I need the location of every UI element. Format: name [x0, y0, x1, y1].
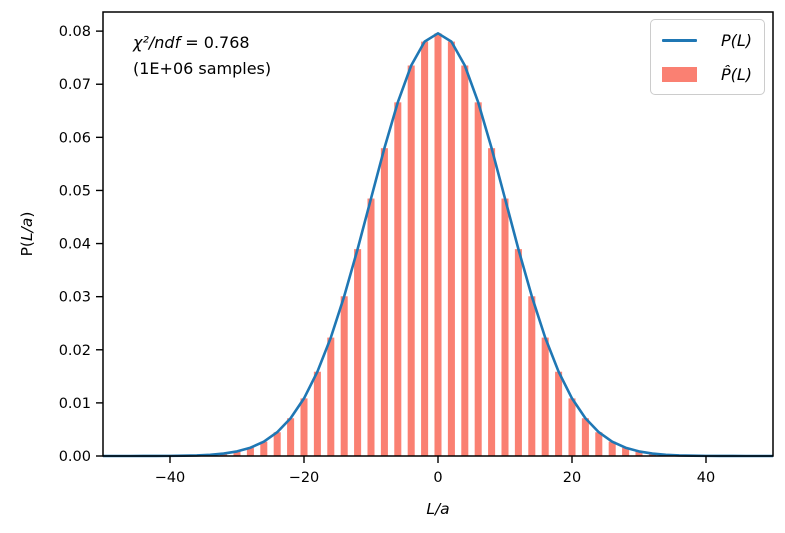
chi-square-expression: χ²/ndf — [133, 33, 181, 52]
histogram-bar — [595, 432, 603, 456]
histogram-bar — [260, 441, 268, 456]
y-axis-label-prefix: P( — [18, 241, 36, 257]
legend-label-phat: P̂(L) — [720, 64, 752, 84]
histogram-bar — [474, 102, 482, 456]
histogram-bar — [488, 148, 496, 456]
y-axis-label: P(L/a) — [18, 174, 36, 294]
histogram-bar — [622, 447, 630, 456]
y-axis-label-math: L/a — [18, 217, 36, 242]
legend-patch-swatch — [662, 66, 697, 82]
histogram-bar — [555, 371, 563, 456]
histogram-bar — [514, 249, 522, 456]
histogram-bar — [327, 337, 335, 456]
legend-line-swatch — [662, 38, 697, 42]
histogram-bar — [246, 447, 254, 456]
histogram-bar — [608, 441, 616, 456]
y-tick-label: 0.07 — [59, 77, 91, 93]
histogram-bar — [300, 398, 308, 456]
histogram-bar — [340, 296, 348, 456]
histogram-bar — [354, 249, 362, 456]
probability-line — [103, 31, 773, 458]
histogram-bar — [581, 418, 589, 456]
y-tick-label: 0.01 — [59, 396, 91, 412]
x-tick-label: 40 — [697, 470, 715, 486]
histogram-bar — [447, 41, 455, 456]
histogram-bar — [541, 337, 549, 456]
y-axis-label-suffix: ) — [18, 211, 36, 218]
histogram-bar — [528, 296, 536, 456]
y-tick-label: 0.05 — [59, 183, 91, 199]
y-tick-label: 0.02 — [59, 343, 91, 359]
histogram-bar — [273, 432, 281, 456]
histogram-bar — [461, 65, 469, 457]
y-tick-label: 0.00 — [59, 449, 91, 465]
histogram-bar — [233, 451, 241, 456]
histogram-bar — [635, 451, 643, 456]
y-tick-label: 0.04 — [59, 237, 91, 253]
histogram-bar — [421, 41, 429, 456]
legend-label-pl: P(L) — [720, 30, 752, 50]
legend-item-patch: P̂(L) — [662, 63, 752, 85]
x-tick-label: 20 — [563, 470, 581, 486]
histogram-bar — [367, 198, 375, 456]
x-axis-label: L/a — [426, 500, 450, 518]
histogram-bar — [380, 148, 388, 456]
x-tick-label: 0 — [433, 470, 442, 486]
histogram-bar — [407, 65, 415, 457]
y-tick-label: 0.06 — [59, 130, 91, 146]
annotation-line-1: χ²/ndf = 0.768 — [133, 30, 271, 56]
histogram-bar — [313, 371, 321, 456]
histogram-bar — [287, 418, 295, 456]
chi-square-value: = 0.768 — [180, 33, 250, 52]
annotation-line-2: (1E+06 samples) — [133, 58, 272, 78]
x-tick-label: −20 — [289, 470, 320, 486]
legend: P(L) P̂(L) — [650, 19, 765, 95]
histogram-bar — [501, 198, 509, 456]
histogram-bar — [434, 33, 442, 457]
y-tick-label: 0.08 — [59, 24, 91, 40]
legend-item-line: P(L) — [662, 29, 752, 51]
y-tick-label: 0.03 — [59, 290, 91, 306]
histogram-bar — [568, 398, 576, 456]
histogram-bar — [394, 102, 402, 456]
chi-square-annotation: χ²/ndf = 0.768 (1E+06 samples) — [133, 30, 271, 81]
x-tick-label: −40 — [155, 470, 186, 486]
